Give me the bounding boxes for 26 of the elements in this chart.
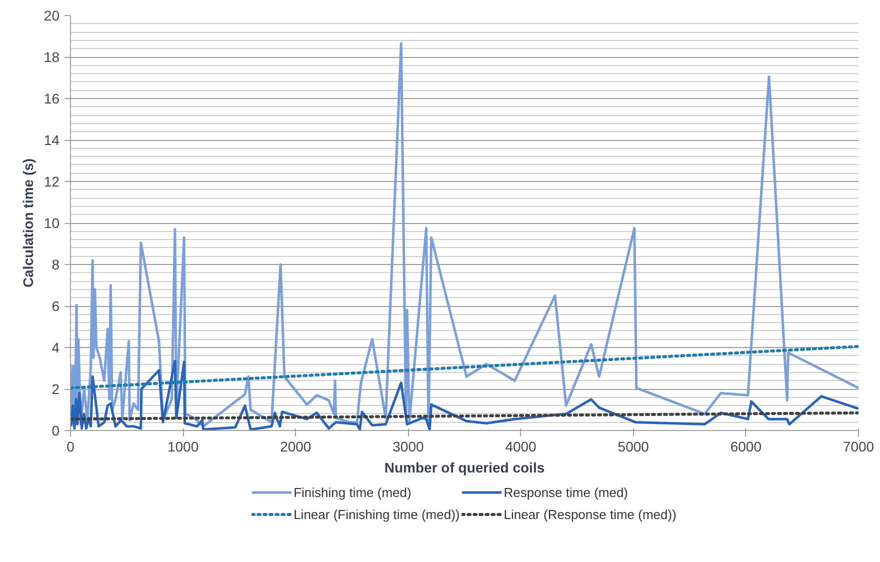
x-tick-label: 3000 (392, 438, 424, 454)
y-tick-label: 18 (44, 49, 60, 65)
x-tick-label: 5000 (618, 438, 650, 454)
y-axis-title: Calculation time (s) (20, 158, 36, 288)
y-tick-label: 16 (44, 90, 60, 106)
y-tick-label: 4 (52, 340, 60, 356)
y-tick-label: 6 (52, 298, 60, 314)
line-series (70, 42, 858, 428)
y-tick-label: 8 (52, 256, 60, 272)
x-tick-label: 2000 (280, 438, 312, 454)
x-tick-label: 4000 (505, 438, 537, 454)
y-tick-label: 20 (44, 8, 60, 24)
y-tick-label: 12 (44, 174, 60, 190)
legend-label: Response time (med) (504, 484, 628, 500)
x-tick-label: 7000 (842, 438, 874, 454)
y-tick-label: 10 (44, 215, 60, 231)
y-tick-label: 2 (52, 381, 60, 397)
legend-label: Linear (Finishing time (med)) (294, 506, 460, 522)
x-tick-label: 1000 (168, 438, 199, 454)
y-tick-label: 14 (44, 132, 60, 148)
legend-label: Finishing time (med) (294, 484, 412, 500)
y-tick-label: 0 (52, 422, 60, 438)
x-tick-label: 6000 (730, 438, 762, 454)
x-tick-label: 0 (66, 438, 75, 454)
legend-label: Linear (Response time (med)) (504, 506, 676, 522)
x-axis-title: Number of queried coils (384, 460, 545, 476)
